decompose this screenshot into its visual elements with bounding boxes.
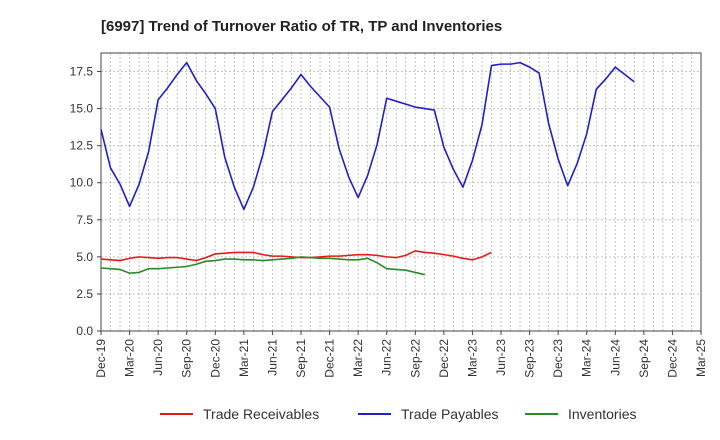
series-line-1 [100, 250, 492, 262]
x-tick-label: Dec-22 [437, 339, 451, 378]
series-line-3 [100, 256, 425, 276]
x-tick-label: Mar-24 [580, 339, 594, 377]
series-line-2 [100, 61, 635, 211]
y-axis: 0.0 2.5 5.0 7.5 10.0 12.5 15.0 17.5 [70, 65, 101, 338]
x-tick-label: Mar-25 [694, 339, 708, 377]
x-tick-label: Sep-23 [523, 339, 537, 378]
x-tick-label: Jun-24 [608, 339, 622, 376]
x-tick-label: Dec-24 [665, 339, 679, 378]
x-tick-label: Mar-22 [351, 339, 365, 377]
chart-title: [6997] Trend of Turnover Ratio of TR, TP… [101, 18, 502, 35]
x-tick-label: Mar-23 [465, 339, 479, 377]
legend-label: Trade Payables [401, 406, 499, 422]
x-tick-label: Sep-22 [408, 339, 422, 378]
plot-area [100, 52, 702, 332]
legend-label: Trade Receivables [203, 406, 319, 422]
x-tick-label: Dec-19 [94, 339, 108, 378]
y-tick-label: 0.0 [76, 324, 93, 338]
y-tick-label: 15.0 [70, 102, 94, 116]
x-tick-label: Dec-23 [551, 339, 565, 378]
x-tick-label: Mar-20 [123, 339, 137, 377]
y-tick-label: 12.5 [70, 139, 94, 153]
y-tick-label: 10.0 [70, 176, 94, 190]
x-tick-label: Dec-21 [323, 339, 337, 378]
x-tick-label: Sep-20 [180, 339, 194, 378]
x-axis: Dec-19 Mar-20 Jun-20 Sep-20 Dec-20 Mar-21 Jun-… [94, 331, 708, 378]
x-tick-label: Mar-21 [237, 339, 251, 377]
legend: Trade Receivables Trade Payables Inventori… [160, 406, 636, 422]
x-tick-label: Jun-21 [265, 339, 279, 376]
legend-label: Inventories [568, 406, 636, 422]
y-tick-label: 2.5 [76, 287, 93, 301]
x-tick-label: Sep-21 [294, 339, 308, 378]
x-tick-label: Jun-23 [494, 339, 508, 376]
x-tick-label: Jun-22 [380, 339, 394, 376]
x-tick-label: Jun-20 [151, 339, 165, 376]
series-group [100, 61, 635, 276]
grid [100, 53, 702, 332]
y-tick-label: 5.0 [76, 250, 93, 264]
y-tick-label: 17.5 [70, 65, 94, 79]
x-tick-label: Dec-20 [208, 339, 222, 378]
y-tick-label: 7.5 [76, 213, 93, 227]
x-tick-label: Sep-24 [637, 339, 651, 378]
